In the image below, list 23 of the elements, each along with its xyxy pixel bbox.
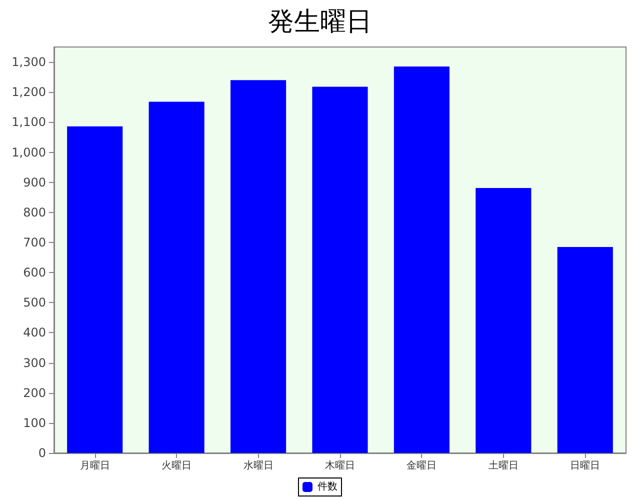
x-tick-label: 水曜日 [243,460,274,472]
y-tick-label: 600 [23,266,46,280]
y-tick-label: 100 [23,416,46,430]
y-tick-label: 800 [23,205,46,220]
x-tick-label: 土曜日 [488,460,518,472]
y-tick-label: 1,100 [12,115,46,130]
y-tick-label: 1,200 [12,85,46,100]
y-tick-label: 0 [38,446,46,460]
chart-title: 発生曜日 [268,7,372,37]
y-tick-label: 1,300 [12,55,46,70]
x-tick-label: 日曜日 [570,460,600,472]
x-tick-label: 月曜日 [80,460,110,472]
x-tick-label: 火曜日 [162,460,192,472]
y-tick-label: 1,000 [12,145,46,160]
legend-label: 件数 [318,482,338,492]
y-tick-label: 900 [23,175,46,190]
x-tick-label: 木曜日 [325,460,355,472]
y-tick-label: 400 [23,326,46,340]
y-tick-label: 700 [23,235,46,250]
y-tick-label: 500 [23,296,46,310]
y-tick-label: 200 [23,386,46,400]
y-tick-label: 300 [23,356,46,370]
x-tick-label: 金曜日 [406,460,437,472]
